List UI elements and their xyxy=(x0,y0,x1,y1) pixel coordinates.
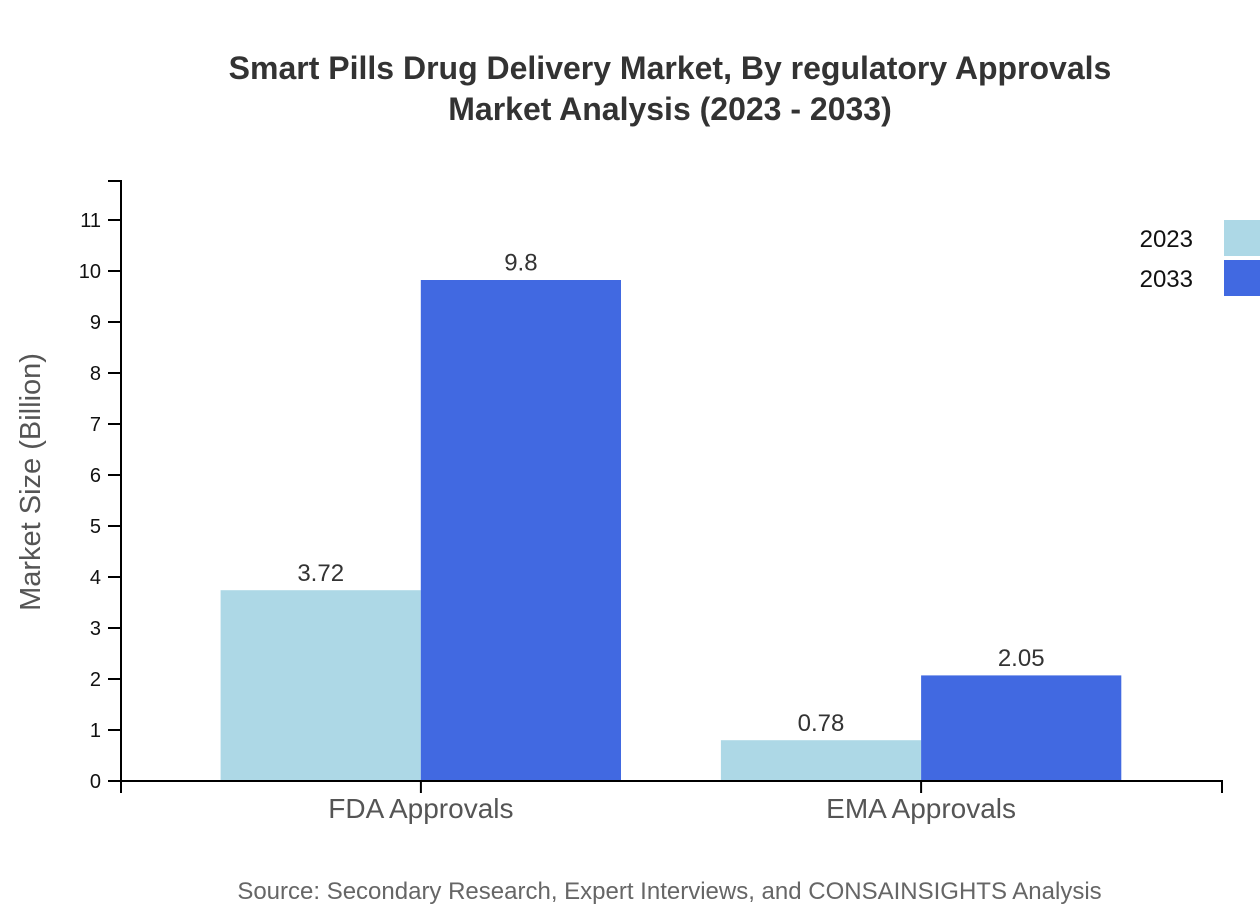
svg-text:2033: 2033 xyxy=(1140,266,1193,293)
svg-text:4: 4 xyxy=(90,567,101,589)
svg-text:10: 10 xyxy=(79,261,101,283)
svg-text:Market Size (Billion): Market Size (Billion) xyxy=(15,353,47,611)
svg-text:Smart Pills Drug Delivery Mark: Smart Pills Drug Delivery Market, By reg… xyxy=(229,50,1112,86)
svg-text:8: 8 xyxy=(90,363,101,385)
svg-text:EMA Approvals: EMA Approvals xyxy=(826,793,1016,824)
svg-text:3.72: 3.72 xyxy=(297,560,344,587)
svg-text:2023: 2023 xyxy=(1140,226,1193,253)
svg-text:9: 9 xyxy=(90,312,101,334)
svg-text:5: 5 xyxy=(90,516,101,538)
svg-text:9.8: 9.8 xyxy=(504,250,537,277)
svg-text:2.05: 2.05 xyxy=(998,645,1045,672)
svg-text:11: 11 xyxy=(80,210,101,232)
svg-text:2: 2 xyxy=(90,669,101,691)
svg-text:Market Analysis (2023 - 2033): Market Analysis (2023 - 2033) xyxy=(448,91,892,127)
svg-text:FDA Approvals: FDA Approvals xyxy=(328,793,513,824)
svg-text:0.78: 0.78 xyxy=(798,710,845,737)
svg-text:Source: Secondary Research, Ex: Source: Secondary Research, Expert Inter… xyxy=(237,878,1101,905)
svg-text:1: 1 xyxy=(90,720,101,742)
svg-text:3: 3 xyxy=(90,618,101,640)
svg-text:7: 7 xyxy=(90,414,101,436)
svg-text:6: 6 xyxy=(90,465,101,487)
svg-text:0: 0 xyxy=(90,771,101,793)
